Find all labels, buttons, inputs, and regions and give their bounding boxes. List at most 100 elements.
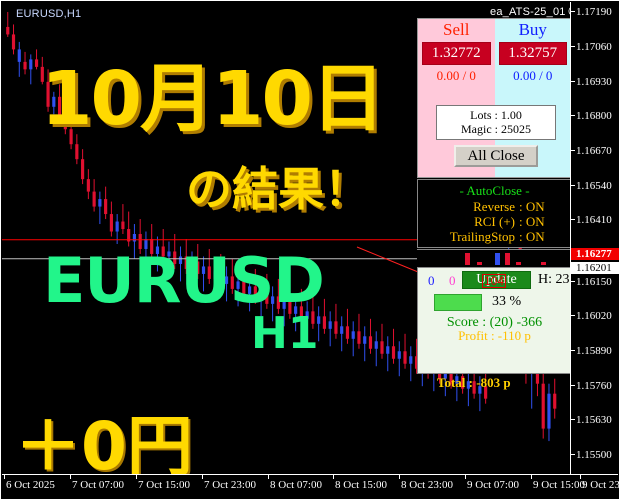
- candle-body: [553, 393, 557, 409]
- autoclose-row-trailingstop[interactable]: TrailingStop : ON: [418, 229, 571, 244]
- candle-body: [478, 386, 482, 394]
- price-tick-label: 1.15630: [576, 414, 612, 426]
- price-tick-dash: [571, 454, 575, 455]
- update-button[interactable]: Update: [462, 271, 531, 289]
- time-tick-label: 8 Oct 23:00: [401, 479, 453, 491]
- price-tick-dash: [571, 81, 575, 82]
- magic-line: Magic : 25025: [461, 122, 531, 136]
- candle-body: [409, 356, 413, 364]
- autoclose-panel: - AutoClose - Reverse : ON RCI (+) : ON …: [417, 179, 572, 248]
- profit-label: Profit : -110 p: [458, 328, 531, 343]
- price-tick-label: 1.16930: [576, 76, 612, 88]
- buy-price-button[interactable]: 1.32757: [498, 42, 567, 65]
- candle-body: [288, 301, 292, 314]
- count-pink-value: 0: [449, 273, 456, 288]
- reverse-label: Reverse: [473, 199, 515, 214]
- candle-body: [75, 144, 79, 160]
- price-tick: 1.16670: [571, 145, 619, 157]
- candle-body: [374, 341, 378, 349]
- candle-body: [6, 26, 10, 35]
- price-tick: 1.16800: [571, 110, 619, 122]
- candle-body: [190, 261, 194, 269]
- time-tick-label: 7 Oct 23:00: [204, 479, 256, 491]
- candle-body: [334, 321, 338, 334]
- candle-body: [109, 214, 113, 232]
- candle-body: [40, 66, 44, 82]
- time-tick-label: 9 Oct 23:0: [582, 479, 620, 491]
- price-tick: 1.16020: [571, 310, 619, 322]
- candle-body: [247, 286, 252, 294]
- time-tick-dash: [580, 475, 581, 479]
- autoclose-row-rci[interactable]: RCI (+) : ON: [418, 214, 571, 229]
- candle-body: [201, 266, 206, 274]
- candle-body: [115, 221, 119, 232]
- candle-body: [46, 81, 50, 107]
- candle-body: [322, 316, 327, 329]
- candle-body: [253, 286, 257, 299]
- candle-body: [386, 346, 390, 354]
- candle-body: [535, 368, 540, 384]
- time-tick-label: 7 Oct 15:00: [138, 479, 190, 491]
- candle-body: [144, 239, 148, 249]
- sell-price-button[interactable]: 1.32772: [422, 42, 491, 65]
- price-tick-label: 1.17190: [576, 6, 612, 18]
- candle-body: [23, 61, 27, 70]
- time-tick-dash: [70, 475, 71, 479]
- candle-body: [155, 246, 160, 254]
- strip-bar-6: [541, 262, 546, 265]
- price-tick-label: 1.16277: [576, 248, 612, 260]
- ea-trade-panel: Sell 1.32772 0.00 / 0 Buy 1.32757 0.00 /…: [417, 18, 572, 178]
- candle-body: [472, 381, 476, 394]
- all-close-button[interactable]: All Close: [454, 145, 538, 167]
- candle-body: [52, 96, 56, 107]
- time-tick-dash: [465, 475, 466, 479]
- buy-label: Buy: [518, 20, 547, 39]
- price-tick: 1.17060: [571, 41, 619, 53]
- price-tick-label: 1.17060: [576, 41, 612, 53]
- candle-body: [276, 296, 280, 309]
- candle-body: [98, 199, 102, 207]
- candle-body: [541, 383, 545, 429]
- candle-body: [196, 261, 200, 274]
- time-tick-dash: [268, 475, 269, 479]
- candle-body: [69, 129, 73, 145]
- total-label: Total : -803 p: [437, 375, 511, 390]
- price-tick: 1.16410: [571, 214, 619, 226]
- h-value-label: H: 23: [538, 272, 570, 287]
- candle-body: [127, 229, 131, 242]
- candle-body: [443, 371, 447, 379]
- price-tick-dash: [571, 419, 575, 420]
- price-tick: 1.16540: [571, 180, 619, 192]
- trailingstop-label: TrailingStop: [449, 229, 515, 244]
- candle-body: [265, 291, 269, 304]
- candle-body: [178, 256, 183, 264]
- strip-bar-4: [505, 253, 510, 265]
- candle-body: [368, 336, 373, 349]
- ea-name-text: ea_ATS-25_01: [490, 6, 566, 18]
- candle-body: [150, 239, 154, 254]
- time-tick-dash: [333, 475, 334, 479]
- candle-body: [311, 311, 315, 324]
- count-blue-value: 0: [428, 273, 435, 288]
- candle-body: [230, 276, 234, 289]
- price-tick: 1.15890: [571, 345, 619, 357]
- time-scale[interactable]: 6 Oct 2025 7 Oct 07:00 7 Oct 15:00 7 Oct 23…: [2, 474, 620, 498]
- autoclose-row-reverse[interactable]: Reverse : ON: [418, 199, 571, 214]
- candle-body: [173, 251, 177, 264]
- candle-body: [213, 271, 217, 279]
- candle-body: [167, 251, 171, 257]
- time-tick-dash: [4, 475, 5, 479]
- price-tick-label: 1.16410: [576, 214, 612, 226]
- candle-wick: [64, 101, 66, 135]
- candle-body: [461, 376, 465, 389]
- indicator-strip: [417, 249, 572, 267]
- candle-body: [403, 351, 407, 364]
- ea-name-label: ea_ATS-25_01☹: [490, 5, 579, 18]
- candle-body: [299, 306, 303, 319]
- candle-body: [104, 199, 108, 215]
- price-scale[interactable]: 1.17190 1.17060 1.16930 1.16800 1.16670 1.165…: [570, 2, 619, 495]
- time-tick-dash: [202, 475, 203, 479]
- time-tick-dash: [531, 475, 532, 479]
- candle-body: [242, 281, 246, 294]
- candle-body: [328, 321, 332, 329]
